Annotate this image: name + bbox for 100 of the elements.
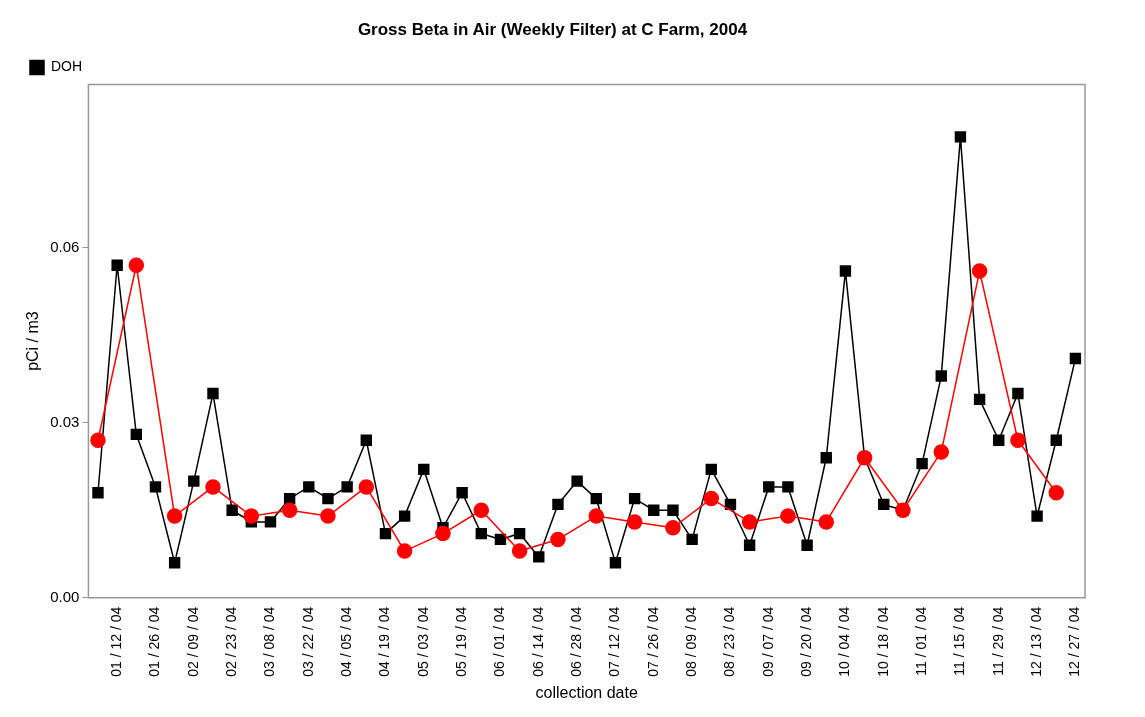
point — [1069, 352, 1082, 365]
point — [628, 492, 641, 505]
point — [149, 481, 162, 493]
x-tick-label: 07 / 12 / 04 — [606, 606, 623, 677]
point — [358, 479, 375, 495]
point — [552, 498, 564, 511]
y-axis-title: pCi / m3 — [24, 311, 42, 371]
point — [780, 508, 796, 524]
point — [973, 393, 986, 406]
point — [303, 481, 315, 493]
point — [741, 514, 758, 530]
point — [226, 504, 238, 516]
point — [207, 387, 219, 400]
point — [839, 265, 852, 277]
x-tick-label: 05 / 19 / 04 — [452, 606, 469, 677]
point — [128, 257, 145, 273]
point — [590, 492, 602, 505]
y-tick-label: 0.00 — [50, 587, 80, 605]
point — [933, 444, 950, 460]
point — [379, 527, 392, 540]
point — [281, 502, 298, 518]
x-tick-label: 02 / 23 / 04 — [222, 606, 239, 677]
x-tick-label: 06 / 14 / 04 — [529, 606, 546, 677]
point — [511, 543, 528, 559]
x-tick-label: 02 / 09 / 04 — [184, 606, 201, 677]
point — [418, 463, 430, 476]
point — [686, 533, 698, 546]
point — [705, 463, 717, 476]
x-tick-label: 09 / 07 / 04 — [759, 606, 776, 677]
point — [763, 481, 775, 493]
point — [1010, 432, 1026, 448]
point — [820, 452, 832, 464]
point — [243, 508, 260, 524]
point — [473, 502, 490, 518]
point — [878, 498, 890, 511]
x-tick-label: 10 / 18 / 04 — [874, 606, 891, 677]
point — [494, 533, 507, 546]
x-axis-title: collection date — [535, 683, 638, 701]
x-tick-label: 01 / 12 / 04 — [108, 606, 124, 677]
point — [550, 531, 566, 548]
point — [818, 514, 835, 530]
point — [665, 519, 681, 536]
point — [609, 557, 622, 569]
x-tick-label: 04 / 05 / 04 — [337, 606, 354, 677]
point — [626, 514, 643, 530]
chart-title: Gross Beta in Air (Weekly Filter) at C Farm, 2004 — [357, 19, 748, 39]
point — [533, 551, 545, 563]
point — [782, 481, 794, 493]
point — [398, 510, 411, 522]
point — [588, 508, 605, 524]
x-tick-label: 10 / 04 / 04 — [836, 606, 853, 677]
x-tick-label: 03 / 22 / 04 — [299, 606, 316, 677]
x-tick-label: 08 / 23 / 04 — [721, 606, 738, 677]
point — [935, 370, 947, 382]
x-tick-label: 06 / 28 / 04 — [567, 606, 584, 677]
point — [954, 131, 967, 143]
point — [801, 539, 813, 551]
x-tick-label: 06 / 01 / 04 — [491, 606, 508, 677]
point — [916, 457, 928, 470]
point — [1050, 434, 1062, 446]
x-tick-label: 11 / 29 / 04 — [989, 606, 1006, 676]
y-tick-label: 0.06 — [50, 237, 80, 255]
point — [1012, 387, 1024, 400]
point — [396, 543, 413, 559]
point — [111, 259, 123, 271]
point — [322, 492, 334, 505]
point — [1048, 484, 1064, 501]
point — [320, 508, 336, 524]
x-tick-label: 11 / 01 / 04 — [912, 606, 929, 676]
point — [743, 539, 756, 551]
point — [360, 434, 372, 446]
point — [188, 475, 200, 487]
point — [341, 481, 353, 493]
point — [92, 487, 104, 499]
x-tick-label: 04 / 19 / 04 — [376, 606, 393, 677]
x-tick-label: 07 / 26 / 04 — [644, 606, 661, 677]
point — [456, 487, 468, 499]
point — [435, 525, 451, 542]
x-tick-label: 12 / 13 / 04 — [1027, 606, 1044, 677]
legend-label: DOH — [51, 58, 83, 75]
point — [971, 263, 988, 279]
x-tick-label: 09 / 20 / 04 — [797, 606, 814, 677]
point — [475, 527, 487, 540]
x-tick-label: 11 / 15 / 04 — [951, 606, 968, 676]
point — [993, 434, 1005, 446]
point — [571, 475, 583, 487]
x-tick-label: 12 / 27 / 04 — [1066, 606, 1083, 677]
x-tick-label: 08 / 09 / 04 — [682, 606, 699, 677]
x-tick-label: 05 / 03 / 04 — [414, 606, 431, 677]
point — [205, 479, 221, 495]
point — [703, 490, 720, 507]
point — [130, 428, 143, 441]
point — [168, 557, 181, 569]
point — [513, 527, 526, 540]
x-tick-label: 03 / 08 / 04 — [261, 606, 278, 677]
point — [1031, 510, 1043, 522]
y-tick-label: 0.03 — [50, 412, 80, 430]
x-tick-label: 01 / 26 / 04 — [146, 606, 163, 677]
point — [648, 504, 660, 516]
point — [90, 432, 106, 448]
